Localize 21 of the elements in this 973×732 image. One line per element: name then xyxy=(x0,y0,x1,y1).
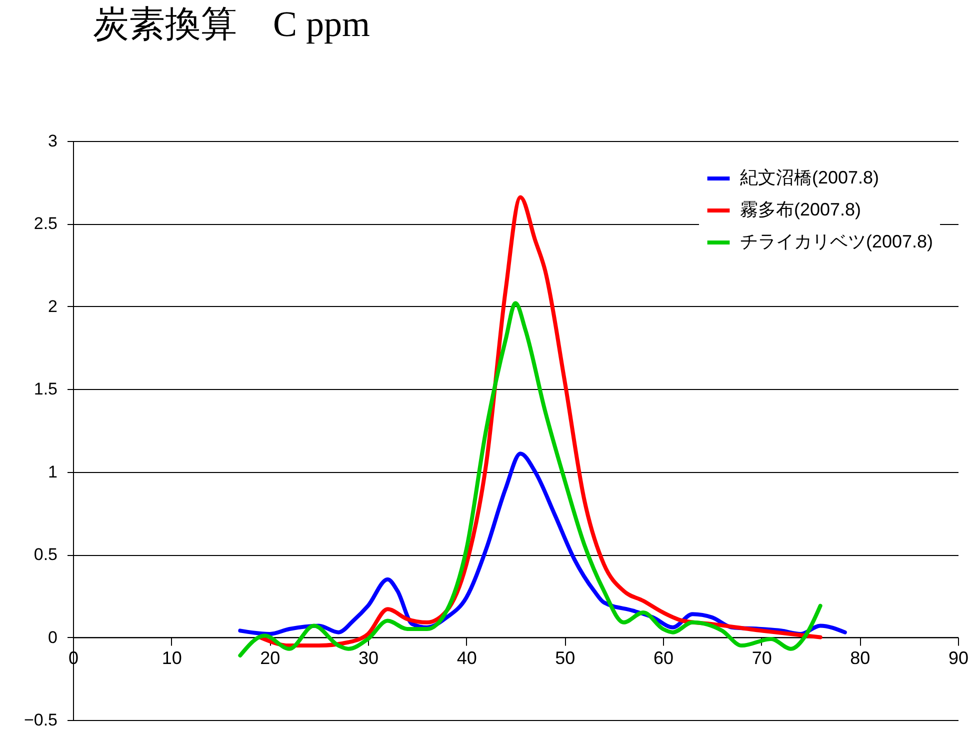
x-tick-label: 10 xyxy=(162,648,182,668)
legend-label: チライカリベツ(2007.8) xyxy=(740,232,934,252)
y-tick-label: 1 xyxy=(48,462,58,482)
x-tick-label: 50 xyxy=(555,648,576,668)
legend-label: 霧多布(2007.8) xyxy=(740,200,862,220)
x-tick-label: 60 xyxy=(653,648,674,668)
x-tick-label: 90 xyxy=(948,648,969,668)
x-tick-label: 20 xyxy=(260,648,280,668)
y-tick-label: 3 xyxy=(48,132,58,150)
y-tick-label: 2.5 xyxy=(34,214,58,234)
y-tick-label: 1.5 xyxy=(34,380,58,399)
y-tick-label: 0.5 xyxy=(34,545,58,564)
y-tick-label: −0.5 xyxy=(24,710,58,730)
x-tick-label: 30 xyxy=(358,648,379,668)
x-tick-label: 70 xyxy=(752,648,772,668)
x-tick-label: 80 xyxy=(850,648,870,668)
y-tick-label: 0 xyxy=(48,628,58,647)
legend-label: 紀文沼橋(2007.8) xyxy=(740,168,880,188)
y-tick-label: 2 xyxy=(48,296,58,316)
x-tick-label: 40 xyxy=(456,648,477,668)
chart-title: 炭素換算 C ppm xyxy=(93,4,370,44)
